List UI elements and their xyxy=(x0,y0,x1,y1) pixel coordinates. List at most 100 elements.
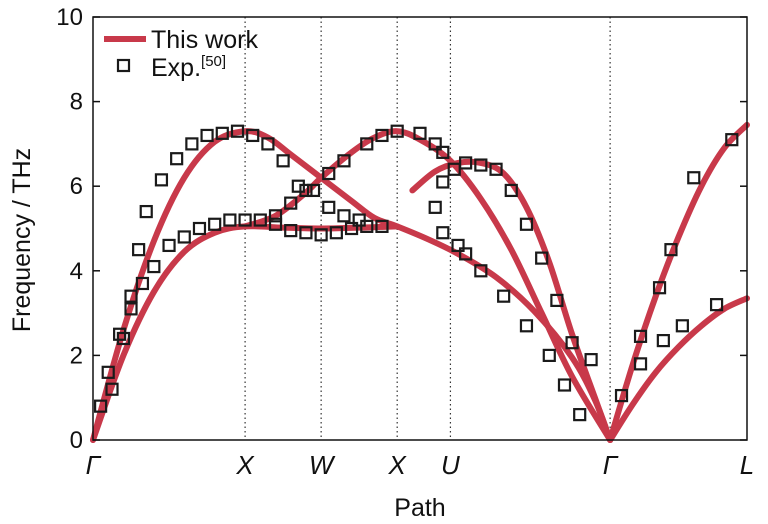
exp-point-46 xyxy=(375,128,389,143)
exp-point-55 xyxy=(474,264,488,278)
exp-point-1 xyxy=(101,365,115,379)
exp-point-66 xyxy=(504,183,518,198)
exp-point-77 xyxy=(633,329,648,343)
experimental-series xyxy=(94,124,739,422)
exp-point-0 xyxy=(94,399,108,413)
exp-point-44 xyxy=(337,154,351,168)
exp-point-22 xyxy=(116,331,131,346)
exp-point-33 xyxy=(261,137,275,151)
exp-point-81 xyxy=(725,133,739,147)
exp-point-78 xyxy=(652,281,667,295)
exp-point-61 xyxy=(436,175,450,189)
exp-point-29 xyxy=(200,128,214,143)
exp-point-2 xyxy=(113,327,127,341)
x-tick-label-4: U xyxy=(441,450,460,480)
y-tick-label-8: 8 xyxy=(70,89,83,116)
plot-frame xyxy=(92,16,748,441)
exp-point-39 xyxy=(352,213,366,227)
y-axis-title: Frequency / THz xyxy=(8,148,36,332)
exp-point-13 xyxy=(268,217,283,231)
exp-point-27 xyxy=(170,152,184,166)
exp-point-58 xyxy=(542,348,556,362)
exp-point-74 xyxy=(656,333,670,348)
exp-point-43 xyxy=(322,166,336,181)
exp-point-80 xyxy=(687,171,701,185)
exp-point-32 xyxy=(246,128,260,143)
y-tick-label-2: 2 xyxy=(70,342,83,369)
exp-point-48 xyxy=(413,126,427,140)
exp-point-79 xyxy=(664,243,678,257)
exp-point-17 xyxy=(329,226,343,240)
x-axis-title: Path xyxy=(394,494,445,522)
exp-point-60 xyxy=(573,408,587,422)
x-tick-label-6: L xyxy=(740,450,754,480)
exp-point-65 xyxy=(489,162,503,176)
calculated-series xyxy=(90,121,750,443)
exp-point-12 xyxy=(253,213,267,227)
exp-point-73 xyxy=(633,357,648,371)
exp-point-8 xyxy=(192,221,207,236)
exp-point-41 xyxy=(284,196,298,210)
exp-point-52 xyxy=(436,226,450,240)
exp-point-69 xyxy=(550,293,564,308)
exp-point-26 xyxy=(154,173,169,187)
exp-point-10 xyxy=(223,213,237,227)
x-tick-label-1: X xyxy=(235,450,255,480)
exp-point-25 xyxy=(139,204,153,219)
exp-point-70 xyxy=(565,336,579,350)
legend-square-marker xyxy=(116,58,131,73)
legend-label-this-work: This work xyxy=(151,26,258,54)
exp-point-15 xyxy=(299,226,313,240)
exp-point-20 xyxy=(375,219,389,233)
exp-point-24 xyxy=(132,243,146,257)
y-tick-label-0: 0 xyxy=(70,427,83,454)
exp-point-4 xyxy=(135,276,150,291)
exp-point-71 xyxy=(584,353,598,367)
exp-point-34 xyxy=(276,154,290,168)
exp-point-49 xyxy=(428,137,442,151)
exp-point-72 xyxy=(614,388,629,403)
exp-point-57 xyxy=(519,319,534,333)
exp-point-14 xyxy=(284,224,298,238)
exp-point-28 xyxy=(185,137,199,151)
x-tick-label-5: Γ xyxy=(603,450,619,480)
exp-point-53 xyxy=(451,238,465,253)
exp-point-56 xyxy=(497,289,511,303)
legend: This work Exp.[50] xyxy=(104,26,258,82)
exp-point-38 xyxy=(337,209,351,223)
exp-point-23 xyxy=(124,289,138,303)
exp-point-42 xyxy=(299,183,313,198)
exp-point-9 xyxy=(208,217,222,231)
exp-point-40 xyxy=(268,209,283,223)
exp-point-75 xyxy=(675,319,689,333)
y-axis-ticks: 0 2 4 6 8 10 xyxy=(56,4,747,454)
exp-point-5 xyxy=(147,259,161,274)
exp-point-7 xyxy=(177,230,191,244)
legend-label-exp-text: Exp. xyxy=(151,54,201,82)
exp-point-11 xyxy=(238,213,252,227)
exp-point-50 xyxy=(436,145,450,159)
calc-branch-4 xyxy=(607,295,750,443)
exp-point-45 xyxy=(360,137,374,151)
exp-point-68 xyxy=(535,251,549,265)
x-tick-label-0: Γ xyxy=(86,450,102,480)
exp-point-51 xyxy=(428,200,442,214)
exp-point-63 xyxy=(459,156,473,170)
exp-point-21 xyxy=(105,382,119,396)
calc-branch-5 xyxy=(607,121,750,443)
exp-point-16 xyxy=(314,228,328,242)
calc-branch-3 xyxy=(409,158,614,443)
y-tick-label-10: 10 xyxy=(56,4,83,31)
exp-point-64 xyxy=(474,158,488,172)
y-tick-label-4: 4 xyxy=(70,258,83,285)
exp-point-47 xyxy=(390,124,404,138)
exp-point-54 xyxy=(459,247,473,261)
calc-branch-1 xyxy=(90,128,614,443)
exp-point-35 xyxy=(291,179,305,193)
exp-point-31 xyxy=(230,124,245,138)
x-tick-label-3: X xyxy=(388,450,408,480)
exp-point-18 xyxy=(344,221,359,236)
legend-label-exp-ref: [50] xyxy=(201,53,226,70)
